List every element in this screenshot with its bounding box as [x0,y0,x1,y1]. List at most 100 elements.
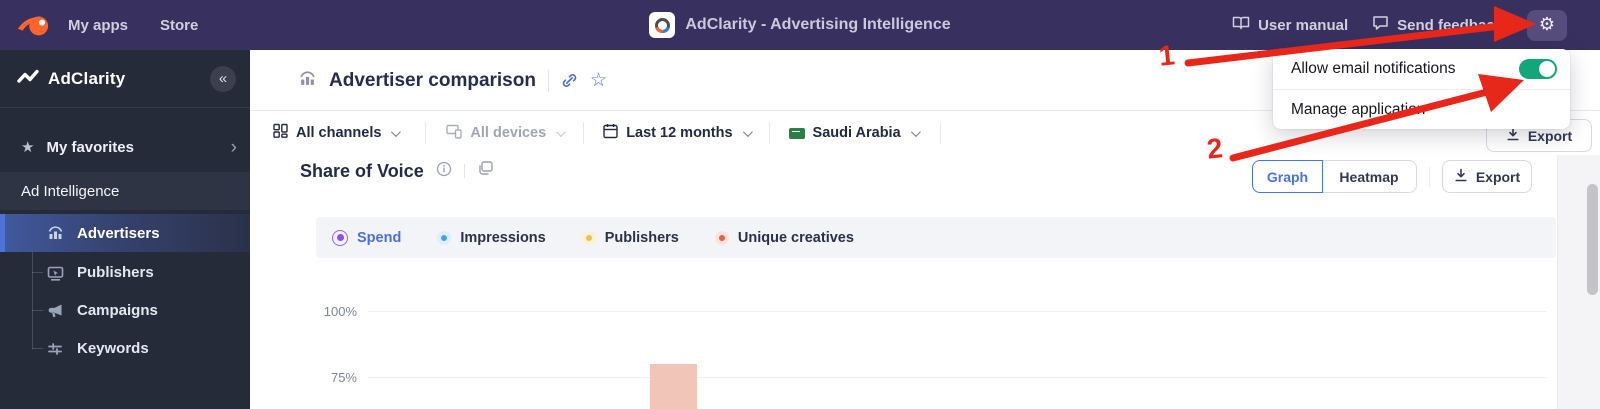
topbar: My apps Store AdClarity - Advertising In… [0,0,1600,50]
collapse-icon: « [218,69,228,87]
favorites-label: My favorites [46,138,134,156]
send-feedback-link[interactable]: Send feedback [1372,15,1503,35]
saudi-arabia-flag-icon [788,127,805,139]
legend-label: Impressions [460,229,546,246]
sov-title: Share of Voice [300,160,424,181]
dot-icon [714,230,729,245]
sidebar-item-favorites[interactable]: ★ My favorites › [0,131,250,163]
radio-selected-icon [332,229,348,246]
email-notifications-toggle[interactable] [1519,59,1557,79]
scrollbar-thumb[interactable] [1587,184,1598,295]
sidebar-item-label: Publishers [77,264,154,281]
sov-bar[interactable] [650,364,697,409]
y-tick-100: 100% [323,304,357,319]
legend-label: Publishers [604,229,679,246]
download-icon [1454,168,1468,185]
sidebar-item-advertisers[interactable]: Advertisers [0,214,250,252]
divider [463,164,465,178]
caret-down-icon [910,126,921,137]
sidebar-item-label: Advertisers [77,224,160,242]
legend-label: Spend [357,229,402,246]
calendar-icon [603,123,618,143]
caret-down-icon [391,126,402,137]
user-manual-label: User manual [1258,16,1349,34]
sidebar-item-keywords[interactable]: Keywords [0,332,250,365]
export-label: Export [1475,168,1521,185]
filter-country-value: Saudi Arabia [812,125,901,141]
export-label: Export [1527,127,1573,144]
star-icon: ★ [21,139,35,156]
tab-graph[interactable]: Graph [1252,160,1323,193]
menu-item-allow-email-notifications[interactable]: Allow email notifications [1273,49,1570,89]
tree-stub [32,310,43,311]
sidebar-item-campaigns[interactable]: Campaigns [0,294,250,327]
keywords-icon [47,341,63,357]
tab-heatmap[interactable]: Heatmap [1322,160,1417,193]
legend-item-spend[interactable]: Spend [332,229,402,246]
gridline-75 [368,377,1546,378]
y-tick-75: 75% [330,370,357,385]
topbar-link-store[interactable]: Store [160,16,199,34]
star-outline-icon: ☆ [589,70,608,91]
legend-item-publishers[interactable]: Publishers [581,229,679,246]
book-icon [1232,15,1250,35]
channels-grid-icon [273,123,288,143]
advertisers-icon [47,225,64,241]
settings-menu: Allow email notifications Manage applica… [1273,49,1570,129]
download-icon [1506,127,1520,144]
campaigns-icon [47,303,64,319]
chevron-right-icon: › [230,136,237,158]
legend-label: Unique creatives [737,229,854,246]
topbar-app-title-group: AdClarity - Advertising Intelligence [0,0,1600,50]
sidebar-tree-line [32,233,33,349]
dot-icon [581,230,596,245]
favorite-star-button[interactable]: ☆ [590,71,607,90]
settings-gear-button[interactable]: ⚙ [1527,9,1567,41]
sov-legend: Spend Impressions Publishers Unique crea… [316,217,1556,258]
page-title: Advertiser comparison [329,69,536,91]
gridline-100 [368,311,1546,312]
page-title-icon [298,70,317,92]
selected-indicator [0,214,5,252]
sidebar-item-publishers[interactable]: Publishers [0,256,250,289]
divider [547,69,549,92]
filter-country[interactable]: Saudi Arabia [788,125,921,141]
filter-date-range-value: Last 12 months [626,125,733,141]
copy-widget-icon[interactable] [477,160,494,182]
filter-date-range[interactable]: Last 12 months [603,123,753,143]
tree-stub [32,272,43,273]
filter-devices[interactable]: All devices [446,124,567,143]
filter-channels[interactable]: All channels [273,123,402,143]
menu-item-label: Manage application [1291,101,1426,118]
legend-item-impressions[interactable]: Impressions [437,229,546,246]
legend-item-unique-creatives[interactable]: Unique creatives [714,229,854,246]
semrush-logo-icon[interactable] [16,11,50,44]
export-button-sov[interactable]: Export [1442,160,1532,193]
devices-icon [446,124,463,143]
menu-item-label: Allow email notifications [1291,60,1456,77]
filter-channels-value: All channels [296,125,382,141]
sidebar-brand-name: AdClarity [48,68,126,88]
gear-icon: ⚙ [1538,14,1556,35]
publishers-icon [47,265,64,281]
divider [1429,167,1430,187]
dot-icon [437,230,452,245]
chat-icon [1372,15,1389,35]
info-icon[interactable] [436,161,452,182]
topbar-link-my-apps[interactable]: My apps [68,16,129,34]
adclarity-logo-icon [17,68,39,90]
sidebar-item-label: Campaigns [77,302,158,319]
menu-item-manage-application[interactable]: Manage application [1273,90,1570,130]
adclarity-app-icon [649,12,676,38]
send-feedback-label: Send feedback [1397,16,1503,34]
copy-link-button[interactable] [561,72,578,89]
sidebar-brand-row: AdClarity « [0,50,250,108]
caret-down-icon [742,126,753,137]
sidebar: AdClarity « ★ My favorites › Ad Intellig… [0,50,250,409]
filter-devices-value: All devices [470,125,547,141]
user-manual-link[interactable]: User manual [1232,15,1348,35]
sidebar-collapse-button[interactable]: « [210,66,236,92]
caret-down-icon [556,126,567,137]
tree-stub [32,348,43,349]
